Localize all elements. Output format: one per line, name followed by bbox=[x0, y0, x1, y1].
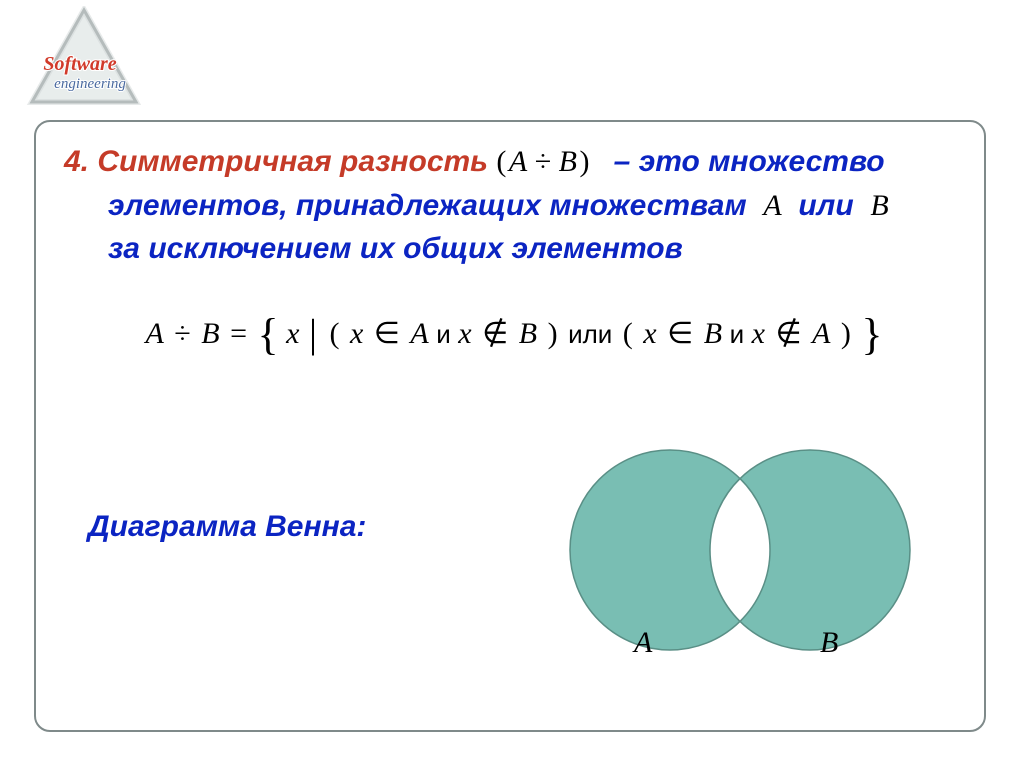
f-B2: B bbox=[704, 317, 722, 350]
or-word: или bbox=[798, 189, 853, 222]
venn-label-A: A bbox=[634, 626, 652, 660]
f-in1: ∈ bbox=[371, 317, 403, 350]
f-div: ÷ bbox=[171, 317, 193, 350]
term-name: Симметричная разность bbox=[97, 145, 488, 178]
f-x2: x bbox=[458, 317, 471, 350]
f-x3: x bbox=[643, 317, 656, 350]
f-rp2: ) bbox=[838, 317, 854, 350]
f-rbrace: } bbox=[861, 310, 882, 359]
f-lp1: ( bbox=[326, 317, 342, 350]
paren-close: ) bbox=[580, 145, 590, 178]
f-notin2: ∉ bbox=[772, 317, 804, 350]
f-in2: ∈ bbox=[664, 317, 696, 350]
f-bar: | bbox=[307, 311, 319, 356]
f-A2: A bbox=[812, 317, 830, 350]
formula: A ÷ B = { x | ( x ∈ A и x ∉ B ) или ( x … bbox=[64, 309, 964, 360]
content-area: 4. Симметричная разность ( A ÷ B ) – это… bbox=[64, 140, 964, 360]
venn-diagram-label: Диаграмма Венна: bbox=[88, 510, 366, 544]
f-A: A bbox=[145, 317, 163, 350]
f-x1: x bbox=[350, 317, 363, 350]
f-B1: B bbox=[519, 317, 537, 350]
notation-B: B bbox=[559, 145, 577, 178]
f-notin1: ∉ bbox=[479, 317, 511, 350]
dash: – bbox=[614, 145, 631, 178]
logo-text-top: Software bbox=[43, 53, 116, 75]
logo: Software engineering bbox=[24, 6, 144, 116]
f-A1: A bbox=[410, 317, 428, 350]
def-part2: элементов, принадлежащих множествам bbox=[108, 189, 747, 222]
f-eq: = bbox=[227, 317, 250, 350]
item-number: 4. bbox=[64, 145, 89, 178]
set-A: A bbox=[763, 189, 781, 222]
f-B: B bbox=[201, 317, 219, 350]
notation: ( A ÷ B ) bbox=[496, 145, 597, 178]
paren-open: ( bbox=[496, 145, 506, 178]
def-part1: это множество bbox=[639, 145, 885, 178]
f-and2: и bbox=[730, 319, 745, 349]
f-rp1: ) bbox=[545, 317, 561, 350]
f-lbrace: { bbox=[257, 310, 278, 359]
def-part3: за исключением их общих элементов bbox=[64, 227, 964, 271]
notation-A: A bbox=[509, 145, 527, 178]
f-x4: x bbox=[752, 317, 765, 350]
f-or: или bbox=[568, 319, 612, 349]
definition-heading: 4. Симметричная разность ( A ÷ B ) – это… bbox=[64, 140, 964, 271]
venn-diagram: A B bbox=[560, 440, 920, 680]
f-x: x bbox=[286, 317, 299, 350]
set-B: B bbox=[870, 189, 888, 222]
f-lp2: ( bbox=[620, 317, 636, 350]
venn-label-B: B bbox=[820, 626, 838, 660]
logo-text-bottom: engineering bbox=[54, 76, 126, 92]
notation-op: ÷ bbox=[535, 145, 551, 178]
f-and1: и bbox=[436, 319, 451, 349]
